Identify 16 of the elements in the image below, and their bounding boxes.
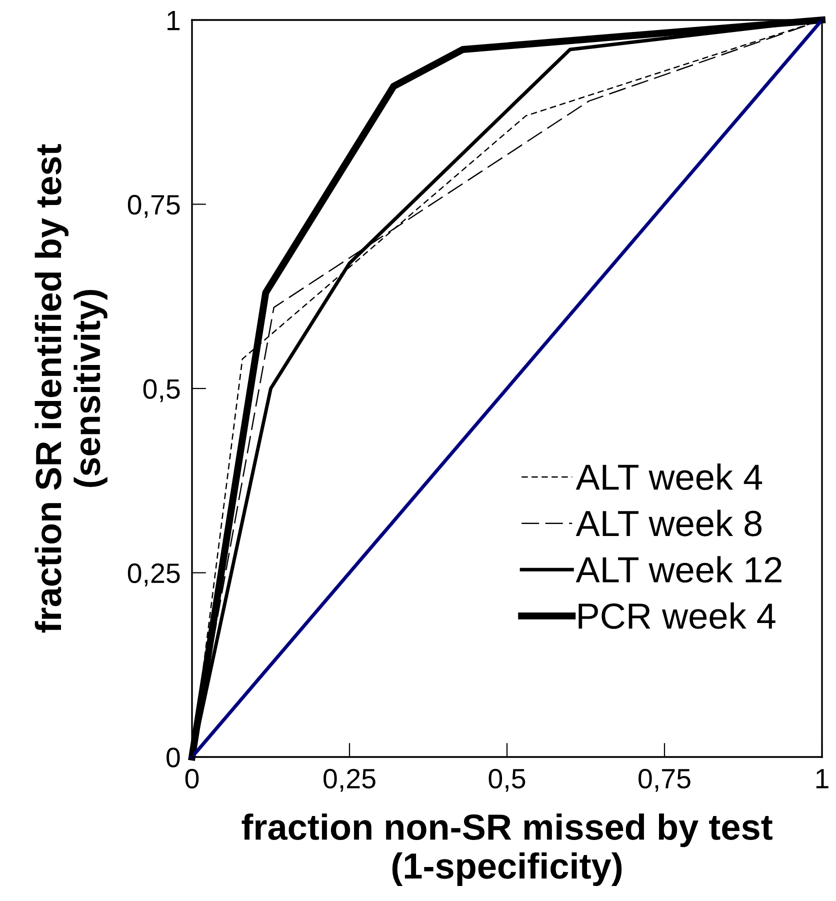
y-tick-label: 0,5: [143, 379, 180, 402]
x-tick-label: 0,5: [488, 768, 526, 792]
x-tick-label: 0,25: [324, 768, 376, 792]
legend-label: ALT week 12: [576, 556, 782, 583]
x-tick-label: 1: [816, 769, 828, 788]
legend-label: ALT week 8: [576, 510, 762, 536]
y-tick-label: 0,75: [128, 194, 180, 218]
y-tick-label: 0: [166, 748, 180, 768]
legend-label: ALT week 4: [576, 463, 762, 490]
y-axis-title: fraction SR identified by test (sensitivity): [34, 144, 108, 633]
x-axis-title: fraction non-SR missed by test (1-specificity): [242, 813, 772, 886]
x-tick-label: 0,75: [638, 768, 690, 792]
legend-label: PCR week 4: [578, 602, 776, 629]
y-tick-label: 1: [168, 10, 180, 30]
x-tick-label: 0: [185, 768, 199, 789]
y-tick-label: 0,25: [128, 563, 180, 586]
